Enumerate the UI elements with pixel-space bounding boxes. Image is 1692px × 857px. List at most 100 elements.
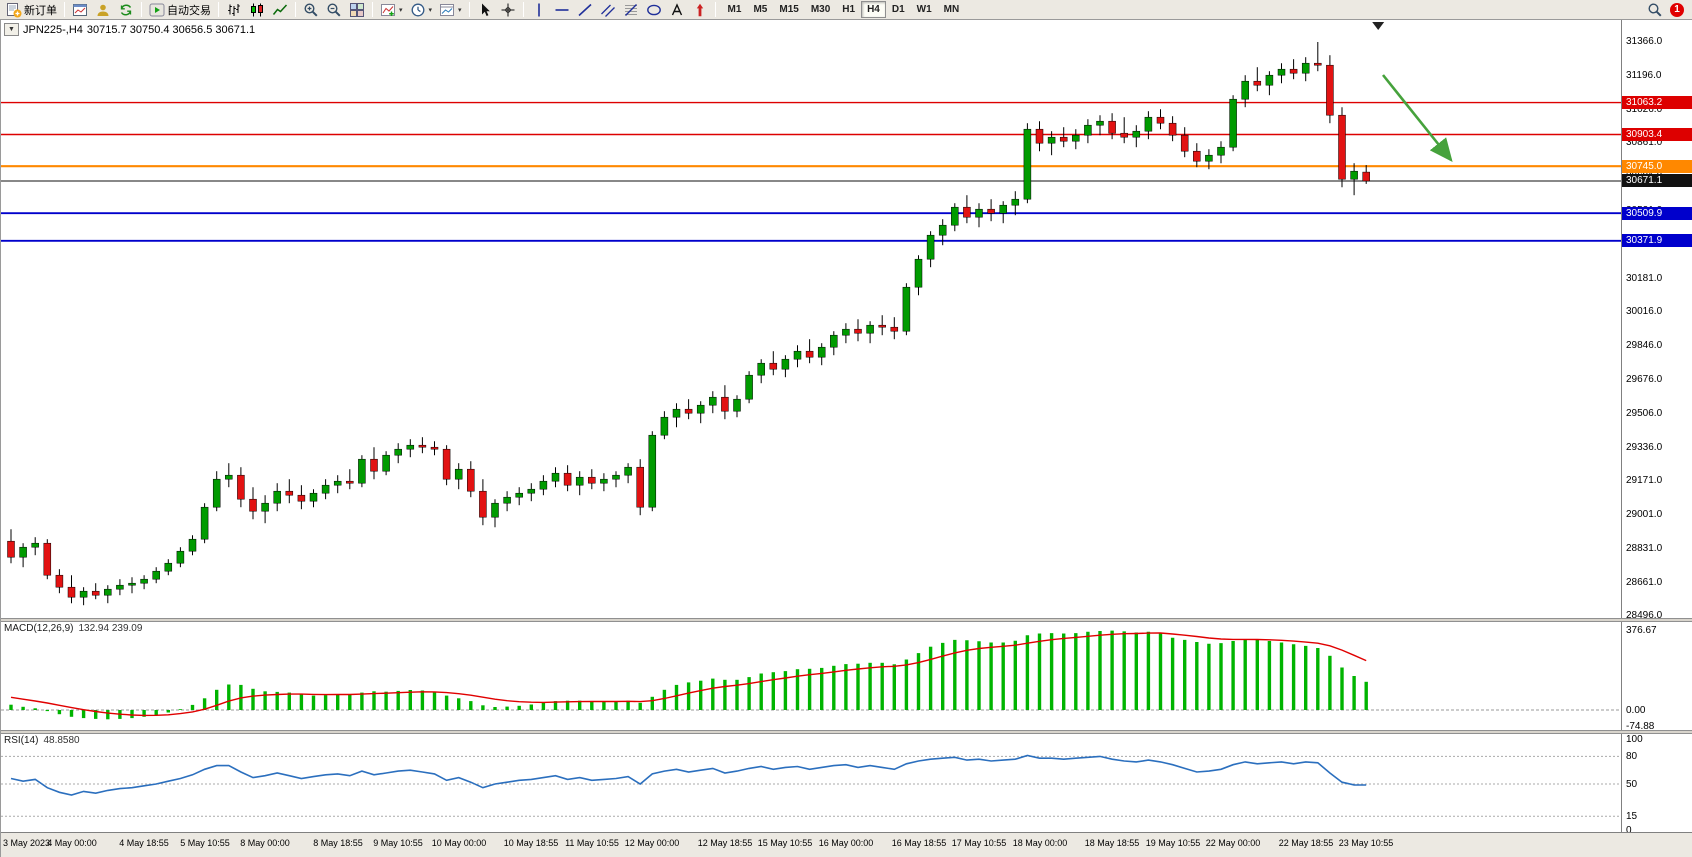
hline-icon (554, 2, 570, 18)
macd-panel[interactable]: MACD(12,26,9) 132.94 239.09 376.67 0.00 -74… (1, 622, 1692, 730)
hline-price-tag: 30745.0 (1622, 159, 1692, 173)
chart-window-button[interactable] (69, 1, 91, 19)
toolbar-separator (522, 2, 524, 17)
timeframe-m30[interactable]: M30 (810, 4, 831, 15)
chart-title: ▼ JPN225-,H4 30715.7 30750.4 30656.5 306… (4, 23, 255, 36)
shapes-tool[interactable] (643, 1, 665, 19)
channel-tool[interactable] (597, 1, 619, 19)
crosshair-tool-button[interactable] (497, 1, 519, 19)
time-label: 23 May 10:55 (1338, 838, 1394, 848)
horizontal-line-tool[interactable] (551, 1, 573, 19)
rsi-axis-tick: 50 (1626, 779, 1638, 790)
rsi-axis[interactable]: 100 80 50 15 0 (1621, 734, 1692, 832)
time-label: 22 May 18:55 (1278, 838, 1334, 848)
price-tick: 28661.0 (1626, 577, 1663, 588)
timeframe-h4[interactable]: H4 (861, 1, 886, 18)
text-icon (669, 2, 685, 18)
macd-axis-tick: 0.00 (1626, 705, 1646, 716)
one-click-trading-toggle[interactable]: ▼ (4, 23, 19, 36)
time-label: 12 May 18:55 (697, 838, 753, 848)
timeframe-d1[interactable]: D1 (891, 4, 905, 15)
new-order-icon (6, 2, 22, 18)
timeframe-h1[interactable]: H1 (842, 4, 856, 15)
time-label: 11 May 10:55 (565, 838, 619, 848)
indicators-button[interactable]: ▾ (377, 1, 406, 19)
shapes-icon (646, 2, 662, 18)
timeframe-mn[interactable]: MN (943, 4, 960, 15)
new-order-button-label: 新订单 (24, 4, 57, 17)
main-chart-canvas[interactable] (1, 20, 1621, 618)
price-tick: 29336.0 (1626, 442, 1663, 453)
zoom-in-button[interactable] (300, 1, 322, 19)
auto-trading-button[interactable]: 自动交易 (146, 1, 214, 19)
panel-separator[interactable] (1, 618, 1692, 622)
notification-badge[interactable]: 1 (1670, 2, 1684, 17)
search-icon (1647, 2, 1663, 18)
toolbar-separator (372, 2, 373, 17)
auto-trading-button-label: 自动交易 (167, 4, 211, 17)
time-label: 16 May 00:00 (818, 838, 874, 848)
autotrade-icon (149, 2, 165, 18)
templates-button[interactable]: ▾ (436, 1, 465, 19)
macd-canvas[interactable] (1, 622, 1621, 730)
cursor-tool-button[interactable] (474, 1, 496, 19)
main-chart-panel[interactable]: ▼ JPN225-,H4 30715.7 30750.4 30656.5 306… (1, 20, 1692, 618)
price-tick: 29171.0 (1626, 475, 1663, 486)
hline-price-tag: 30903.4 (1622, 128, 1692, 142)
search-button[interactable] (1644, 1, 1666, 19)
tile-windows-button[interactable] (346, 1, 368, 19)
current-price-tag: 30671.1 (1622, 174, 1692, 188)
time-label: 9 May 10:55 (373, 838, 423, 848)
refresh-icon (118, 2, 134, 18)
time-label: 3 May 2023 (3, 838, 51, 848)
rsi-panel[interactable]: RSI(14) 48.8580 100 80 50 15 0 (1, 734, 1692, 832)
macd-axis-tick: 376.67 (1626, 625, 1657, 636)
rsi-label: RSI(14) 48.8580 (4, 735, 80, 746)
text-tool[interactable] (666, 1, 688, 19)
macd-axis[interactable]: 376.67 0.00 -74.88 (1621, 622, 1692, 730)
trendline-icon (577, 2, 593, 18)
arrows-tool[interactable] (689, 1, 711, 19)
data-window-button[interactable] (92, 1, 114, 19)
timeframe-m1[interactable]: M1 (727, 4, 742, 15)
time-label: 5 May 10:55 (180, 838, 230, 848)
time-label: 12 May 00:00 (624, 838, 680, 848)
toolbar-separator (468, 2, 470, 17)
time-label: 18 May 18:55 (1084, 838, 1140, 848)
chevron-down-icon: ▾ (428, 6, 433, 14)
price-tick: 29846.0 (1626, 340, 1663, 351)
line-chart-button[interactable] (269, 1, 291, 19)
fibonacci-tool[interactable] (620, 1, 642, 19)
zoom-out-button[interactable] (323, 1, 345, 19)
refresh-button[interactable] (115, 1, 137, 19)
timeframe-w1[interactable]: W1 (916, 4, 932, 15)
time-label: 8 May 18:55 (313, 838, 363, 848)
main-price-axis[interactable]: 31366.031196.031026.030861.030691.030521… (1621, 20, 1692, 618)
toolbar: 新订单 自动交易 ▾ ▾ ▾ M1 M5 M15 M30 H1 H4 D1 W1 MN 1 (0, 0, 1692, 20)
tile-windows-icon (349, 2, 365, 18)
candlestick-chart-button[interactable] (246, 1, 268, 19)
price-tick: 29001.0 (1626, 509, 1663, 520)
rsi-canvas[interactable] (1, 734, 1621, 832)
price-tick: 30016.0 (1626, 306, 1663, 317)
zoom-in-icon (303, 2, 319, 18)
periods-button[interactable]: ▾ (407, 1, 436, 19)
time-axis[interactable]: 3 May 2023 4 May 00:00 4 May 18:55 5 May 10… (1, 832, 1692, 857)
chart-window: ▼ JPN225-,H4 30715.7 30750.4 30656.5 306… (0, 20, 1692, 857)
panel-separator[interactable] (1, 730, 1692, 734)
bar-chart-button[interactable] (223, 1, 245, 19)
chart-doc-icon (72, 2, 88, 18)
timeframe-m5[interactable]: M5 (753, 4, 768, 15)
price-tick: 29676.0 (1626, 374, 1663, 385)
price-tick: 31026.0 (1626, 104, 1663, 115)
time-label: 16 May 18:55 (891, 838, 947, 848)
toolbar-separator (64, 2, 65, 17)
arrows-icon (692, 2, 708, 18)
vertical-line-tool[interactable] (528, 1, 550, 19)
timeframe-m15[interactable]: M15 (779, 4, 799, 15)
price-tick: 29506.0 (1626, 408, 1663, 419)
vline-icon (531, 2, 547, 18)
trendline-tool[interactable] (574, 1, 596, 19)
new-order-button[interactable]: 新订单 (3, 1, 60, 19)
